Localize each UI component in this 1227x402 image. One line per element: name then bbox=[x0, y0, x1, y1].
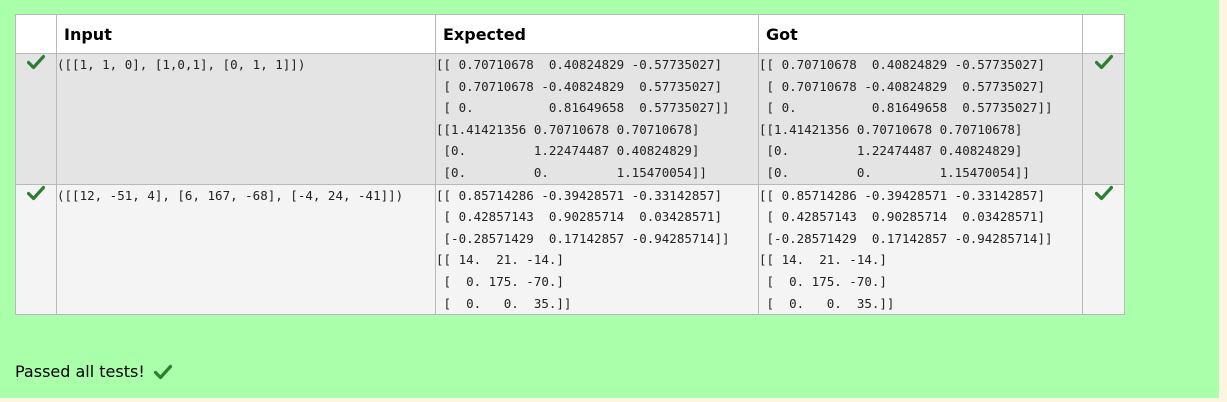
pass-status: Passed all tests! bbox=[15, 362, 172, 381]
test-results-table: Input Expected Got ([[1, 1, 0], [1,0,1],… bbox=[15, 14, 1125, 316]
input-line: ([[12, -51, 4], [6, 167, -68], [-4, 24, … bbox=[57, 187, 404, 203]
header-expected: Expected bbox=[435, 14, 759, 54]
header-input: Input bbox=[56, 14, 436, 54]
expected-line: [[1.41421356 0.70710678 0.70710678] bbox=[436, 121, 700, 137]
expected-line: [[ 0.85714286 -0.39428571 -0.33142857] bbox=[436, 187, 722, 203]
expected-line: [0. 0. 1.15470054]] bbox=[436, 164, 707, 180]
row-pass-cell-right bbox=[1082, 53, 1125, 185]
expected-line: [ 0.42857143 0.90285714 0.03428571] bbox=[436, 209, 722, 225]
expected-line: [[ 14. 21. -14.] bbox=[436, 252, 564, 268]
got-line: [[ 0.85714286 -0.39428571 -0.33142857] bbox=[759, 187, 1045, 203]
got-line: [ 0. 0. 35.]] bbox=[759, 295, 895, 311]
got-line: [0. 0. 1.15470054]] bbox=[759, 164, 1030, 180]
check-icon bbox=[27, 54, 45, 70]
input-cell: ([[12, -51, 4], [6, 167, -68], [-4, 24, … bbox=[56, 183, 436, 316]
expected-line: [[ 0.70710678 0.40824829 -0.57735027] bbox=[436, 57, 722, 72]
expected-cell: [[ 0.70710678 0.40824829 -0.57735027] [ … bbox=[435, 53, 759, 185]
got-cell: [[ 0.70710678 0.40824829 -0.57735027] [ … bbox=[758, 53, 1083, 185]
got-line: [[ 0.70710678 0.40824829 -0.57735027] bbox=[759, 57, 1045, 72]
header-blank-left bbox=[15, 14, 57, 54]
got-line: [ 0. 0.81649658 0.57735027]] bbox=[759, 100, 1053, 116]
got-line: [ 0. 175. -70.] bbox=[759, 273, 887, 289]
expected-line: [ 0. 175. -70.] bbox=[436, 273, 564, 289]
expected-line: [ 0.70710678 -0.40824829 0.57735027] bbox=[436, 78, 722, 94]
check-icon bbox=[1094, 185, 1113, 201]
expected-cell: [[ 0.85714286 -0.39428571 -0.33142857] [… bbox=[435, 183, 759, 316]
check-icon bbox=[153, 364, 172, 380]
got-line: [-0.28571429 0.17142857 -0.94285714]] bbox=[759, 230, 1053, 246]
check-icon bbox=[1094, 54, 1113, 70]
row-pass-cell-left bbox=[15, 183, 57, 316]
input-line: ([[1, 1, 0], [1,0,1], [0, 1, 1]]) bbox=[57, 57, 306, 72]
expected-line: [ 0. 0.81649658 0.57735027]] bbox=[436, 100, 730, 116]
row-pass-cell-right bbox=[1082, 183, 1125, 316]
got-line: [[1.41421356 0.70710678 0.70710678] bbox=[759, 121, 1023, 137]
expected-line: [ 0. 0. 35.]] bbox=[436, 295, 572, 311]
table-row: ([[1, 1, 0], [1,0,1], [0, 1, 1]]) [[ 0.7… bbox=[15, 53, 1125, 185]
got-cell: [[ 0.85714286 -0.39428571 -0.33142857] [… bbox=[758, 183, 1083, 316]
check-icon bbox=[27, 185, 45, 201]
table-row: ([[12, -51, 4], [6, 167, -68], [-4, 24, … bbox=[15, 183, 1125, 316]
row-pass-cell-left bbox=[15, 53, 57, 185]
header-blank-right bbox=[1082, 14, 1125, 54]
got-line: [ 0.42857143 0.90285714 0.03428571] bbox=[759, 209, 1045, 225]
input-cell: ([[1, 1, 0], [1,0,1], [0, 1, 1]]) bbox=[56, 53, 436, 185]
header-got: Got bbox=[758, 14, 1083, 54]
got-line: [0. 1.22474487 0.40824829] bbox=[759, 143, 1023, 159]
expected-line: [-0.28571429 0.17142857 -0.94285714]] bbox=[436, 230, 730, 246]
table-header-row: Input Expected Got bbox=[15, 14, 1125, 54]
got-line: [[ 14. 21. -14.] bbox=[759, 252, 887, 268]
expected-line: [0. 1.22474487 0.40824829] bbox=[436, 143, 700, 159]
pass-status-text: Passed all tests! bbox=[15, 362, 145, 381]
got-line: [ 0.70710678 -0.40824829 0.57735027] bbox=[759, 78, 1045, 94]
